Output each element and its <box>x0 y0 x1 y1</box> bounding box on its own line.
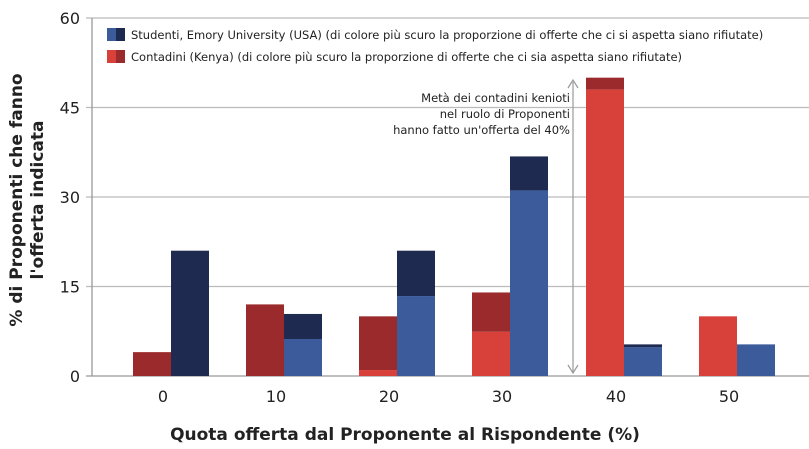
y-axis-label-line-2: l'offerta indicata <box>28 121 48 280</box>
x-tick-label: 50 <box>719 387 739 406</box>
bar-rejected <box>284 313 322 340</box>
arrow-head-down-icon <box>567 364 579 375</box>
bar-rejected <box>397 250 435 297</box>
bar-rejected <box>472 292 510 332</box>
bar-rejected <box>246 304 284 376</box>
bar-rejected <box>359 316 397 371</box>
y-tick-label: 15 <box>60 278 80 297</box>
bar-rejected <box>133 352 171 376</box>
legend-label-students: Studenti, Emory University (USA) (di col… <box>131 28 763 42</box>
bar-accepted <box>699 316 737 376</box>
bar-rejected <box>510 156 548 191</box>
bar-accepted <box>359 370 397 376</box>
x-tick-label: 30 <box>492 387 512 406</box>
bar-rejected <box>171 250 209 376</box>
legend-swatch-dark-kenya <box>116 50 125 63</box>
annotation: Metà dei contadini kenioti nel ruolo di … <box>393 78 579 375</box>
bar-accepted <box>586 89 624 376</box>
x-tick-label: 10 <box>266 387 286 406</box>
legend-swatch-light-kenya <box>107 50 116 63</box>
x-tick-label: 40 <box>606 387 626 406</box>
bar-rejected <box>624 344 662 348</box>
y-axis-label-line-1: % di Proponenti che fanno <box>7 73 27 326</box>
y-axis-label: % di Proponenti che fanno l'offerta indi… <box>7 73 48 326</box>
bar-accepted <box>397 296 435 376</box>
x-tick-label: 0 <box>158 387 168 406</box>
legend-swatch-dark-students <box>116 28 125 41</box>
legend: Studenti, Emory University (USA) (di col… <box>107 28 763 64</box>
y-tick-label: 45 <box>60 99 80 118</box>
bar-accepted <box>737 344 775 376</box>
bar-accepted <box>624 347 662 376</box>
y-tick-label: 60 <box>60 9 80 28</box>
annotation-line-3: hanno fatto un'offerta del 40% <box>393 123 570 137</box>
x-tick-label: 20 <box>379 387 399 406</box>
bar-accepted <box>284 339 322 376</box>
bar-accepted <box>472 331 510 376</box>
bar-accepted <box>510 190 548 376</box>
legend-swatch-light-students <box>107 28 116 41</box>
arrow-head-up-icon <box>567 78 579 89</box>
bar-rejected <box>586 77 624 90</box>
y-tick-label: 30 <box>60 188 80 207</box>
y-tick-label: 0 <box>70 367 80 386</box>
annotation-line-2: nel ruolo di Proponenti <box>440 107 570 121</box>
x-axis-label: Quota offerta dal Proponente al Risponde… <box>170 425 640 445</box>
legend-label-kenya: Contadini (Kenya) (di colore più scuro l… <box>131 50 682 64</box>
annotation-line-1: Metà dei contadini kenioti <box>421 91 570 105</box>
